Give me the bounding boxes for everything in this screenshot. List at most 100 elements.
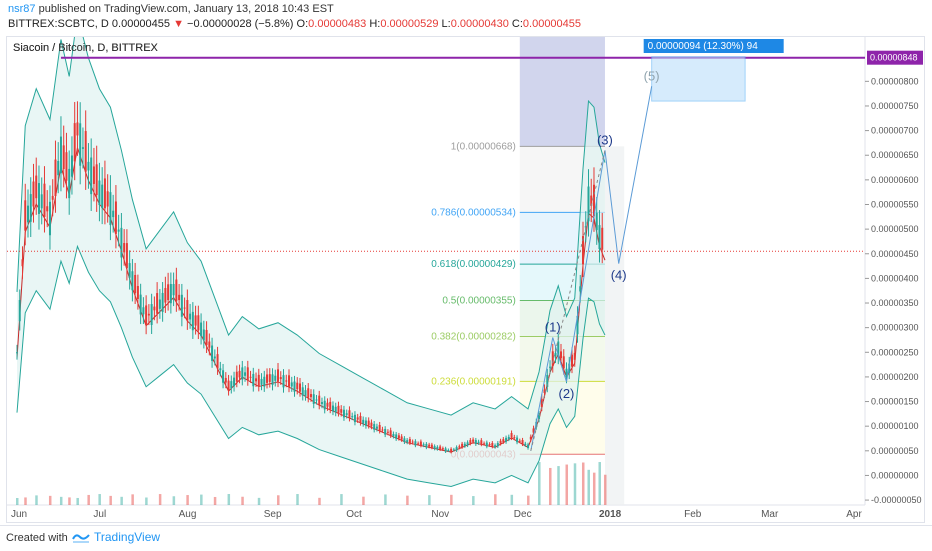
candle-body [222,370,225,383]
candle-body [507,436,510,439]
volume-bar [318,497,321,505]
price-axis-label: 0.00000150 [871,397,919,407]
price-axis-label: 0.00000100 [871,421,919,431]
candle-body [114,201,117,234]
volume-bar [406,495,409,505]
candle-body [293,381,296,392]
candle-body [32,181,35,207]
brand-label: TradingView [94,530,161,544]
candle-body [257,374,260,387]
candle-body [527,444,530,448]
candle-body [156,293,159,314]
time-axis-label: 2018 [599,509,622,520]
time-axis-label: Sep [264,509,282,520]
price-axis-label: 0.00000500 [871,224,919,234]
candle-body [375,426,378,429]
candle-body [323,400,326,410]
volume-bar [213,496,217,505]
candle-body [373,424,376,430]
volume-bar [16,498,19,505]
volume-bar [450,494,453,505]
candle-body [92,166,95,184]
fib-label: 0.382(0.00000282) [431,332,516,343]
candle-body [54,159,57,196]
symbol-label: BITTREX:SCBTC, D [8,18,109,30]
candle-body [395,434,398,439]
volume-bar [296,494,299,505]
wave-label: (4) [611,268,627,283]
price-tag-bg [867,50,923,65]
volume-bar [109,495,112,505]
candle-body [282,375,285,388]
tradingview-logo-icon [72,534,90,543]
candle-body [521,440,524,445]
open-label: O: [296,18,309,30]
volume-bar [76,497,79,505]
candle-body [95,164,98,196]
bollinger-band-fill [17,14,605,487]
candle-body [367,420,370,426]
last-price: 0.00000455 [111,18,171,30]
time-axis-label: Aug [179,509,197,520]
candle-body [139,294,142,315]
candle-body [219,368,222,371]
candle-body [98,180,101,206]
candle-body [408,439,411,444]
price-axis-label: 0.00000400 [871,273,919,283]
price-axis-label: 0.00000350 [871,298,919,308]
volume-bar [573,463,577,505]
price-axis-label: 0.00000750 [871,101,919,111]
tradingview-brand[interactable]: TradingView [72,530,160,544]
chart-svg[interactable]: Siacoin / Bitcoin, D, BITTREX 0.00000800… [7,14,924,522]
volume-bar [227,494,231,505]
down-arrow-icon: ▼ [173,18,184,30]
candle-body [524,443,527,446]
candle-body [510,433,513,438]
candle-body [483,443,486,445]
candle-body [216,354,219,369]
candle-body [364,420,367,426]
resistance-price-label: 0.00000848 [870,53,918,63]
chart-area[interactable]: Siacoin / Bitcoin, D, BITTREX 0.00000800… [6,14,925,523]
candle-body [378,424,381,431]
volume-bar [98,494,101,505]
fib-label: 0.5(0.00000355) [442,296,515,307]
price-axis-label: -0.00000050 [871,495,922,505]
wave-label: (5) [644,68,660,83]
candle-body [142,307,145,315]
candle-body [425,443,428,448]
candle-body [178,294,181,301]
candle-body [120,227,123,258]
candle-body [288,375,291,387]
candle-body [136,285,139,300]
candle-body [496,443,499,447]
candle-body [145,305,148,326]
candle-body [560,351,563,359]
volume-bar [145,497,148,505]
candle-body [87,161,90,171]
candle-body [414,441,417,446]
price-axis-label: 0.00000250 [871,347,919,357]
candle-body [213,356,216,359]
candle-body [35,175,38,199]
candle-body [125,243,128,269]
candle-body [551,351,554,367]
volume-bar [340,494,343,505]
low-label: L: [441,18,451,30]
wave-label: (2) [559,386,575,401]
author-link[interactable]: nsr87 [8,3,36,15]
volume-bar [257,497,261,505]
candle-body [348,410,351,418]
volume-bar [598,462,601,505]
candle-body [466,442,469,446]
candle-body [543,389,546,393]
candle-body [103,178,106,209]
candle-body [342,409,345,418]
candle-body [252,373,255,387]
candle-body [439,446,442,450]
candle-body [183,307,186,309]
candle-body [318,395,321,406]
price-axis-label: 0.00000300 [871,323,919,333]
wave-label: (1) [545,320,561,335]
candle-body [340,409,343,413]
